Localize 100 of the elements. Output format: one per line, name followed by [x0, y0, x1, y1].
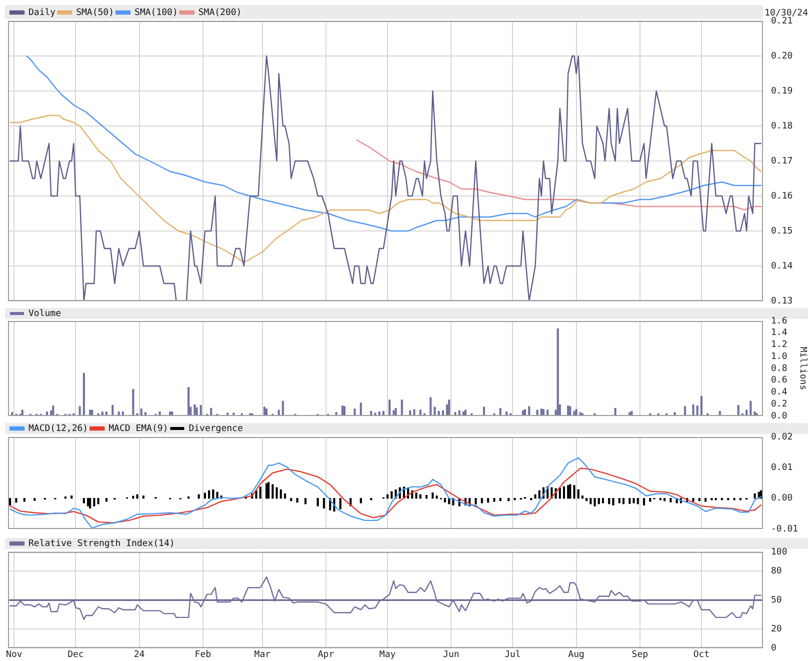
bar — [93, 498, 96, 506]
bar — [296, 498, 298, 503]
bar — [573, 485, 576, 499]
y-tick-label: 0 — [771, 644, 776, 654]
bar — [692, 498, 694, 502]
bar — [698, 498, 700, 502]
y-tick-label: 0.02 — [771, 432, 793, 442]
bar — [70, 496, 73, 499]
legend-label: SMA(50) — [76, 8, 114, 18]
bar — [448, 400, 450, 416]
y-tick-label: 100 — [771, 547, 788, 558]
bar — [374, 412, 376, 416]
bar — [276, 487, 278, 499]
bar — [86, 498, 90, 506]
bar — [290, 498, 292, 502]
bar — [618, 498, 620, 504]
bar — [15, 498, 18, 503]
bar — [304, 498, 307, 504]
bar — [216, 492, 218, 499]
legend-label: Volume — [28, 308, 62, 319]
bar — [434, 406, 436, 416]
bar — [284, 493, 286, 499]
y-tick-label: 1.6 — [771, 316, 788, 326]
y-axis-title: Millions — [797, 346, 808, 390]
bar — [670, 498, 672, 502]
bar — [480, 498, 483, 504]
y-tick-label: 0.14 — [771, 261, 793, 272]
x-tick-label: Mar — [254, 650, 272, 660]
y-tick-label: 0.21 — [771, 16, 793, 26]
bar — [487, 498, 490, 503]
x-tick-label: May — [379, 650, 396, 660]
bar — [590, 498, 592, 504]
legend-label: MACD(12,26) — [28, 424, 88, 434]
bar — [577, 489, 580, 499]
bar — [558, 488, 561, 499]
bar — [272, 484, 274, 499]
y-tick-label: 0.19 — [771, 86, 793, 96]
bar — [282, 400, 284, 416]
bar — [493, 498, 496, 502]
y-tick-label: 0.16 — [771, 191, 793, 202]
bar — [400, 400, 403, 416]
bar — [594, 498, 596, 506]
bar — [636, 498, 639, 504]
bar — [474, 498, 477, 504]
y-tick-label: 0.4 — [771, 388, 788, 398]
bar — [754, 493, 756, 499]
x-tick-label: Jun — [443, 650, 460, 660]
bar — [649, 498, 652, 502]
bar — [142, 496, 144, 499]
bar — [608, 498, 610, 504]
bar — [360, 402, 362, 416]
bar — [265, 483, 268, 499]
y-tick-label: 80 — [771, 566, 782, 577]
y-tick-label: 50 — [771, 595, 782, 606]
x-tick-label: 24 — [134, 650, 145, 660]
y-tick-label: 0.20 — [771, 51, 793, 62]
bar — [322, 498, 325, 508]
bar — [89, 498, 92, 508]
bar — [663, 498, 666, 502]
y-tick-label: 0.17 — [771, 156, 793, 166]
bar — [700, 396, 702, 416]
bar — [426, 494, 428, 499]
bar — [602, 498, 604, 504]
bar — [622, 498, 625, 504]
bar — [692, 404, 694, 416]
bar — [538, 490, 540, 499]
y-tick-label: 0.8 — [771, 364, 788, 374]
bar — [499, 498, 502, 502]
y-tick-label: 0.2 — [771, 399, 788, 410]
bar — [188, 387, 190, 416]
x-tick-label: Jul — [504, 650, 521, 660]
y-tick-label: 0.01 — [771, 463, 793, 474]
bar — [750, 400, 752, 416]
bar — [612, 498, 614, 506]
bar — [335, 412, 338, 416]
bar — [82, 498, 85, 504]
bar — [432, 492, 434, 499]
y-tick-label: 0.6 — [771, 376, 788, 386]
y-tick-label: 0.15 — [771, 226, 793, 236]
y-tick-label: 0.18 — [771, 121, 793, 132]
bar — [23, 498, 26, 502]
y-tick-label: 1.0 — [771, 352, 788, 362]
bar — [444, 498, 446, 502]
bar — [208, 490, 210, 499]
bar — [586, 498, 588, 502]
bar — [567, 485, 570, 499]
x-tick-label: Feb — [194, 650, 212, 660]
bar — [212, 489, 214, 499]
bar — [196, 407, 198, 416]
bar — [390, 491, 393, 499]
bar — [259, 486, 262, 499]
legend-label: SMA(200) — [198, 8, 242, 18]
bar — [628, 498, 631, 504]
bar — [436, 496, 438, 499]
legend-label: SMA(100) — [134, 8, 178, 18]
bar — [388, 400, 391, 416]
y-tick-label: 1.4 — [771, 328, 788, 338]
bar — [534, 494, 536, 499]
x-tick-label: Nov — [6, 650, 22, 660]
bar — [430, 397, 432, 416]
